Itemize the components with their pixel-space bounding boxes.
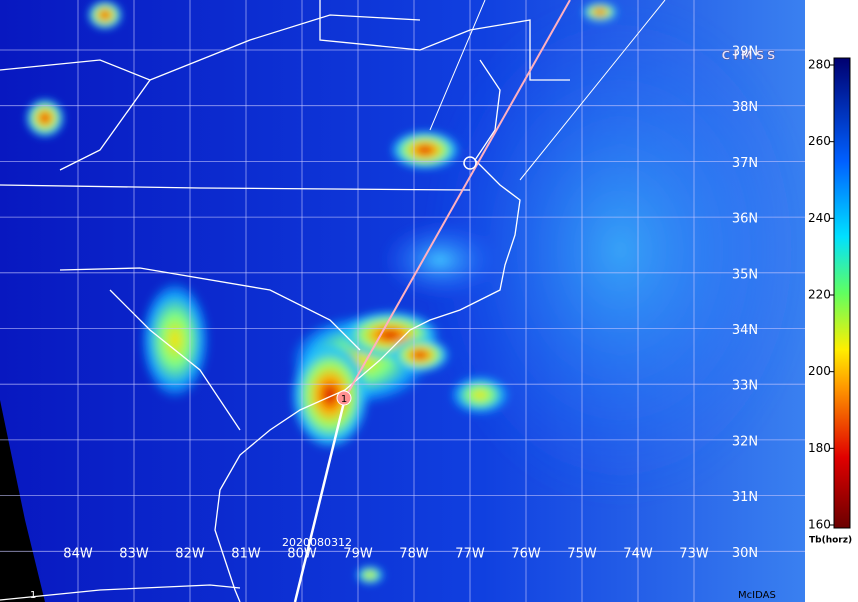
forecast-track [344, 0, 571, 399]
lon-label: 73W [679, 547, 709, 562]
storm-marker-label: 1 [341, 394, 347, 405]
storm-marker [336, 390, 352, 406]
lat-label: 35N [732, 267, 758, 282]
colorbar [833, 57, 851, 529]
lon-label: 79W [343, 547, 373, 562]
colorbar-tick-label: 180 [808, 441, 831, 455]
lon-label: 83W [119, 547, 149, 562]
lat-label: 31N [732, 490, 758, 505]
lon-label: 84W [63, 547, 93, 562]
cone-edge [429, 0, 486, 131]
storm-track [293, 397, 347, 602]
lat-label: 39N [732, 45, 758, 60]
lat-label: 36N [732, 212, 758, 227]
lon-label: 75W [567, 547, 597, 562]
coastlines [0, 0, 570, 602]
colorbar-tick-label: 280 [808, 58, 831, 72]
lon-label: 80W [287, 547, 317, 562]
colorbar-tick-label: 260 [808, 134, 831, 148]
lon-label: 76W [511, 547, 541, 562]
colorbar-tick-label: 220 [808, 288, 831, 302]
lon-label: 74W [623, 547, 653, 562]
cone-edge [519, 0, 666, 181]
timestamp: 2020080312 [282, 536, 352, 549]
forecast-point [463, 156, 477, 170]
frame-number: 1 [30, 590, 36, 601]
colorbar-tick-label: 240 [808, 211, 831, 225]
lon-label: 81W [231, 547, 261, 562]
lat-label: 30N [732, 546, 758, 561]
lon-label: 78W [399, 547, 429, 562]
lat-label: 38N [732, 100, 758, 115]
lat-label: 34N [732, 323, 758, 338]
logo: CIMSS [722, 49, 779, 63]
software-label: McIDAS [738, 590, 776, 601]
lon-label: 82W [175, 547, 205, 562]
colorbar-tick-label: 200 [808, 364, 831, 378]
lat-label: 33N [732, 379, 758, 394]
lon-label: 77W [455, 547, 485, 562]
colorbar-tick-label: 160 [808, 518, 831, 532]
lat-label: 32N [732, 434, 758, 449]
lat-label: 37N [732, 156, 758, 171]
colorbar-title: Tb(horz) [809, 536, 852, 546]
